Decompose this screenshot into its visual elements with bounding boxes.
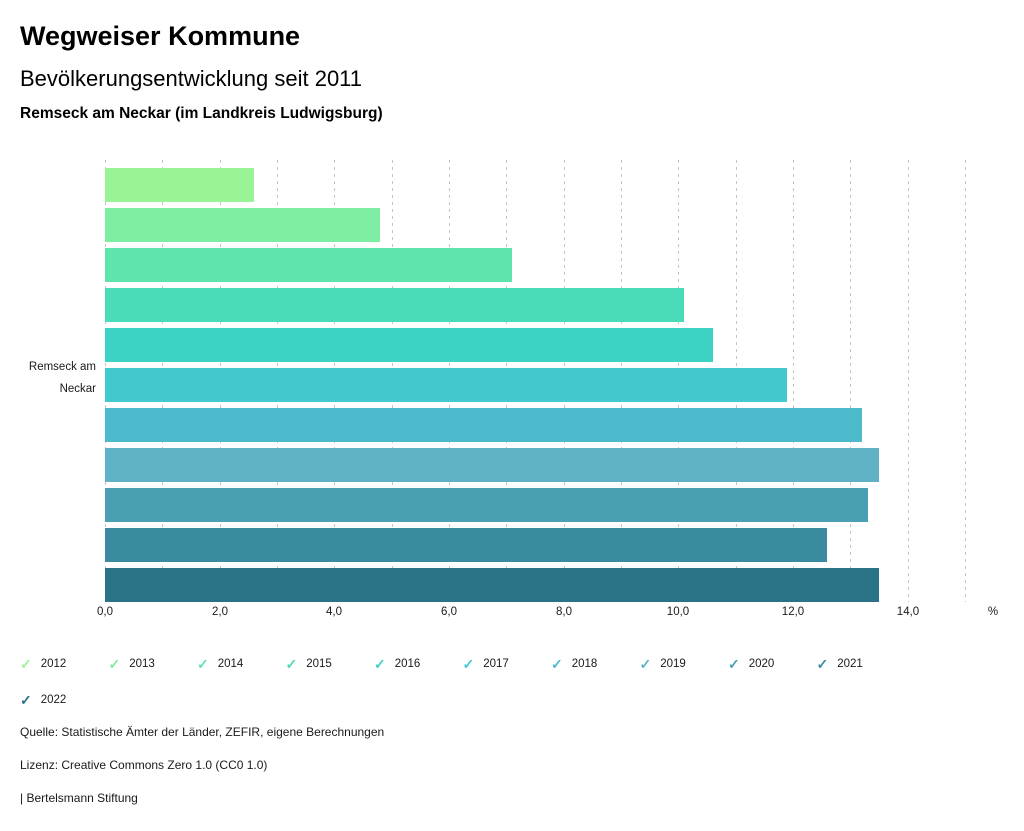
gridline [965,160,966,602]
source-line: Quelle: Statistische Ämter der Länder, Z… [20,725,385,739]
legend-item-2021[interactable]: ✓ 2021 [817,654,906,674]
gridline [793,160,794,602]
legend-item-2022[interactable]: ✓ 2022 [20,690,109,710]
x-tick-label-6,0: 6,0 [441,606,457,618]
checkmark-icon: ✓ [197,656,209,672]
page-title: Wegweiser Kommune [20,21,301,51]
legend-item-2020[interactable]: ✓ 2020 [728,654,817,674]
x-tick-label-10,0: 10,0 [666,606,690,618]
bar-2016[interactable] [105,328,713,362]
x-axis: 0,0 2,0 4,0 6,0 8,0 10,0 12,0 14,0 [97,606,965,622]
x-tick-label-0,0: 0,0 [97,606,113,618]
page-subtitle: Bevölkerungsentwicklung seit 2011 [20,66,363,91]
legend-label: 2020 [748,658,775,670]
y-axis-category-label-line2: Neckar [59,383,96,395]
checkmark-icon: ✓ [462,656,475,672]
legend-label: 2018 [571,658,598,670]
plot-area [105,160,966,602]
checkmark-icon: ✓ [374,656,386,672]
report-header: Wegweiser Kommune Bevölkerungsentwicklun… [20,0,1004,123]
legend-label: 2017 [483,658,509,670]
legend-item-2012[interactable]: ✓ 2012 [20,654,109,674]
license-line: Lizenz: Creative Commons Zero 1.0 (CC0 1… [20,758,268,772]
x-tick-label-12,0: 12,0 [781,606,805,618]
checkmark-icon: ✓ [639,656,652,672]
x-tick-label-14,0: 14,0 [896,606,920,618]
legend-item-2014[interactable]: ✓ 2014 [197,654,286,674]
bar-2021[interactable] [105,528,827,562]
legend-label: 2019 [660,658,686,670]
x-axis-unit-label: % [987,606,999,618]
bar-2022[interactable] [105,568,879,602]
gridline [850,160,851,602]
bar-2013[interactable] [105,208,380,242]
x-tick-label-8,0: 8,0 [556,606,572,618]
checkmark-icon: ✓ [551,656,563,672]
y-axis-category-label: Remseck am Neckar [0,356,96,400]
region-title: Remseck am Neckar (im Landkreis Ludwigsb… [20,105,383,122]
legend-label: 2012 [40,658,67,670]
report-footer: Quelle: Statistische Ämter der Länder, Z… [20,725,384,824]
checkmark-icon: ✓ [20,656,32,672]
checkmark-icon: ✓ [285,656,298,672]
bar-2020[interactable] [105,488,868,522]
legend-item-2018[interactable]: ✓ 2018 [551,654,640,674]
legend-item-2015[interactable]: ✓ 2015 [286,654,375,674]
checkmark-icon: ✓ [108,656,121,672]
legend-label: 2016 [394,658,421,670]
legend-item-2019[interactable]: ✓ 2019 [640,654,729,674]
bar-2018[interactable] [105,408,862,442]
legend-label: 2022 [40,694,67,706]
legend: ✓ 2012 ✓ 2013 ✓ 2014 ✓ 2015 ✓ 2016 ✓ 2017 ✓ 2018 ✓ 2019… [20,654,920,726]
bar-2017[interactable] [105,368,787,402]
gridline [908,160,909,602]
y-axis-category-label-line1: Remseck am [28,361,96,373]
bar-2015[interactable] [105,288,684,322]
attribution-line: | Bertelsmann Stiftung [20,791,138,805]
checkmark-icon: ✓ [728,656,740,672]
legend-item-2016[interactable]: ✓ 2016 [374,654,463,674]
checkmark-icon: ✓ [20,692,32,708]
bar-2019[interactable] [105,448,879,482]
x-tick-label-4,0: 4,0 [326,606,342,618]
legend-item-2013[interactable]: ✓ 2013 [109,654,198,674]
legend-label: 2013 [129,658,155,670]
bar-series [105,168,879,608]
checkmark-icon: ✓ [816,656,829,672]
bar-2012[interactable] [105,168,254,202]
bar-2014[interactable] [105,248,512,282]
legend-item-2017[interactable]: ✓ 2017 [463,654,552,674]
legend-label: 2015 [306,658,332,670]
x-tick-label-2,0: 2,0 [212,606,228,618]
legend-label: 2014 [217,658,244,670]
legend-label: 2021 [837,658,863,670]
